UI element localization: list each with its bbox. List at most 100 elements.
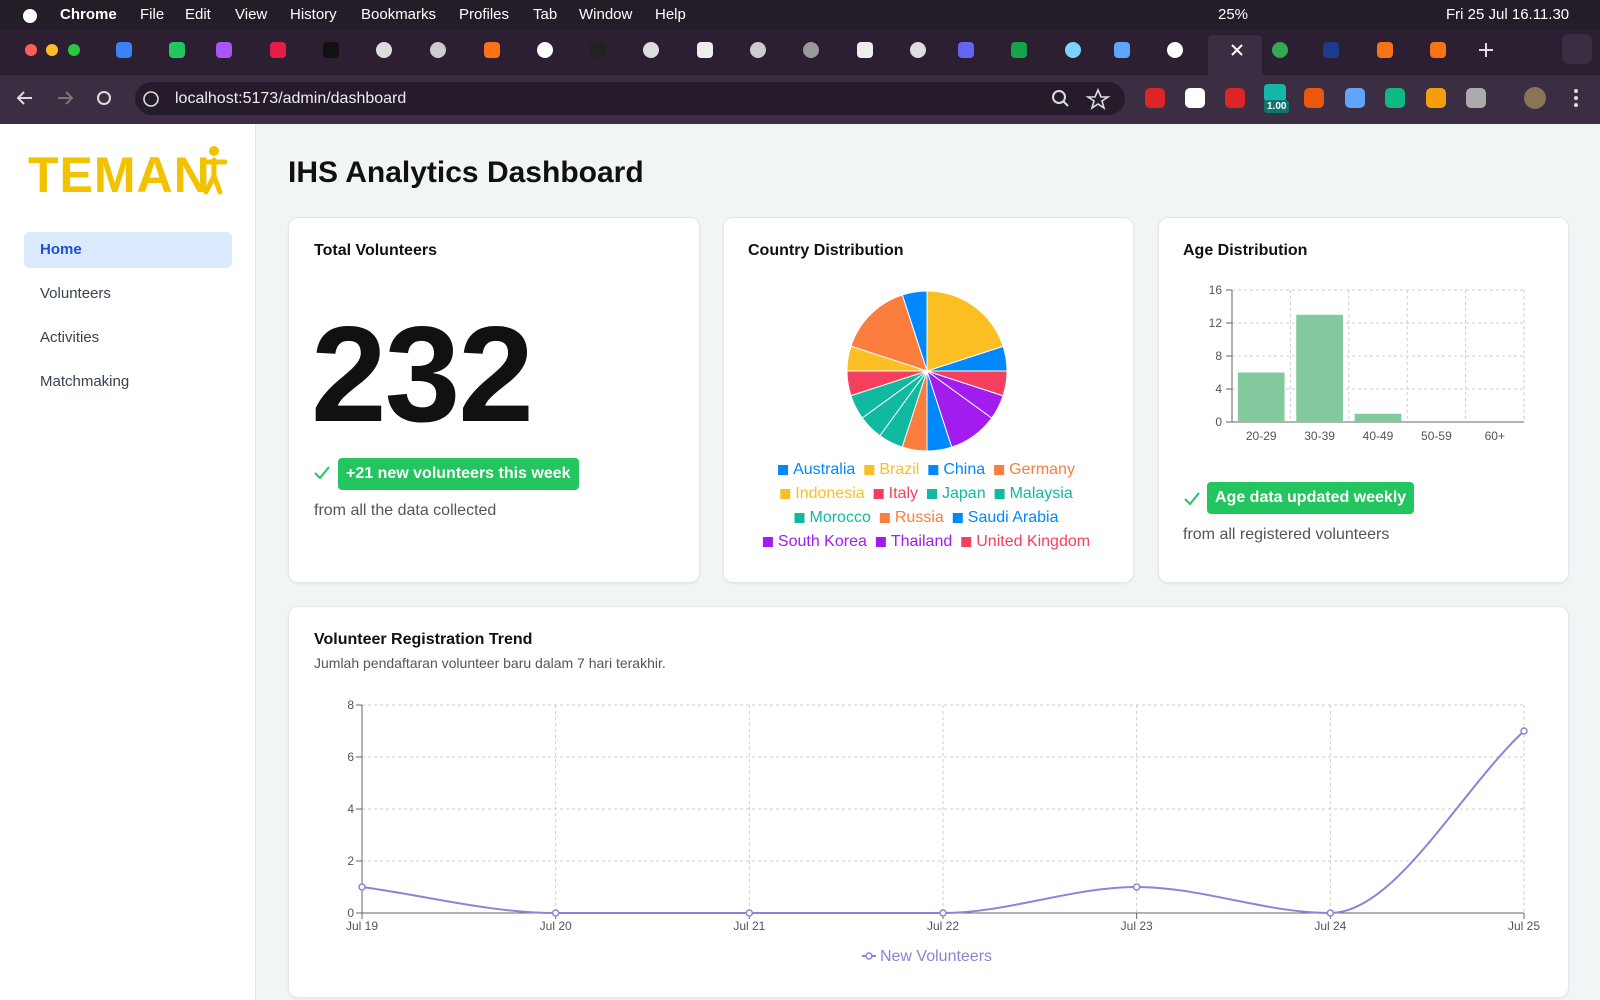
- point: [358, 883, 366, 891]
- y-tick-label: 4: [1215, 382, 1222, 396]
- y-tick-label: 0: [347, 906, 354, 920]
- x-tick-label: Jul 19: [346, 919, 378, 933]
- legend-label: Italy: [889, 485, 918, 502]
- legend-swatch-point: [865, 952, 873, 960]
- pie-slice: [926, 370, 1008, 397]
- toolbar-icons: [16, 84, 1578, 109]
- note: from all registered volunteers: [1183, 526, 1390, 543]
- legend-swatch: [952, 513, 963, 523]
- y-tick-label: 2: [347, 854, 354, 868]
- legend-label: Brazil: [879, 461, 919, 478]
- legend-swatch: [928, 465, 939, 475]
- nav-item[interactable]: Volunteers: [40, 285, 111, 302]
- legend-swatch: [778, 465, 789, 475]
- legend-label: Germany: [1009, 461, 1075, 478]
- card-title: Volunteer Registration Trend: [314, 631, 533, 648]
- x-tick-label: 50-59: [1421, 429, 1452, 443]
- y-tick-label: 12: [1209, 316, 1223, 330]
- tab-strip: [25, 34, 1592, 75]
- menu[interactable]: Profiles: [459, 6, 510, 23]
- card-subtitle: Jumlah pendaftaran volunteer baru dalam …: [314, 655, 666, 671]
- x-tick-label: Jul 23: [1121, 919, 1153, 933]
- battery[interactable]: 25%: [1218, 6, 1249, 23]
- legend-label: New Volunteers: [880, 948, 992, 965]
- x-tick-label: Jul 25: [1508, 919, 1540, 933]
- pie-slice: [926, 290, 1004, 372]
- bar: [1296, 314, 1343, 422]
- card-title: Total Volunteers: [314, 242, 437, 259]
- point: [1520, 727, 1528, 735]
- legend-swatch: [927, 489, 937, 499]
- point: [745, 909, 754, 917]
- x-tick-label: 60+: [1485, 429, 1505, 443]
- legend-swatch: [794, 513, 805, 523]
- tab-bar: [0, 29, 1600, 75]
- total-value: 232: [311, 298, 534, 450]
- bar: [1354, 413, 1402, 422]
- y-tick-label: 4: [347, 802, 354, 816]
- y-tick-label: 8: [1215, 349, 1222, 363]
- menu[interactable]: Edit: [185, 6, 211, 23]
- legend-label: Indonesia: [795, 485, 864, 502]
- legend-swatch: [879, 513, 890, 523]
- y-tick-label: 0: [1215, 415, 1222, 429]
- page-title: IHS Analytics Dashboard: [288, 156, 644, 189]
- legend-swatch: [994, 489, 1005, 499]
- url-actions: [1052, 88, 1111, 110]
- badge: +21 new volunteers this week: [338, 458, 579, 490]
- badge: Age data updated weekly: [1207, 482, 1415, 514]
- card-title: Country Distribution: [748, 242, 904, 259]
- x-tick-label: 30-39: [1304, 429, 1335, 443]
- x-tick-label: Jul 22: [927, 919, 959, 933]
- nav-item[interactable]: Home: [24, 232, 232, 268]
- legend-swatch: [873, 489, 884, 499]
- x-tick-label: Jul 20: [540, 919, 572, 933]
- site-info-icon: [143, 91, 159, 107]
- legend-swatch: [994, 465, 1005, 475]
- legend-swatch: [780, 489, 791, 499]
- menu[interactable]: Window: [579, 6, 633, 23]
- legend-label: Japan: [942, 485, 986, 502]
- legend-label: Russia: [895, 509, 944, 526]
- legend-label: United Kingdom: [976, 533, 1090, 550]
- y-tick-label: 16: [1209, 283, 1223, 297]
- y-tick-label: 6: [347, 750, 354, 764]
- app-name[interactable]: Chrome: [60, 6, 117, 23]
- x-tick-label: Jul 21: [733, 919, 765, 933]
- nav-item[interactable]: Matchmaking: [40, 373, 130, 390]
- legend-swatch: [961, 537, 972, 547]
- legend-label: Morocco: [810, 509, 871, 526]
- url-text[interactable]: localhost:5173/admin/dashboard: [175, 90, 407, 107]
- nav-item[interactable]: Activities: [40, 329, 100, 346]
- menu[interactable]: History: [290, 6, 337, 23]
- check-icon: [1184, 492, 1200, 506]
- menu[interactable]: File: [140, 6, 165, 23]
- clock[interactable]: Fri 25 Jul 16.11.30: [1446, 6, 1570, 23]
- menu[interactable]: Help: [655, 6, 686, 23]
- point: [1132, 883, 1141, 891]
- trend-card: Volunteer Registration Trend Jumlah pend…: [288, 606, 1569, 998]
- legend-swatch: [864, 465, 875, 475]
- sidebar: TEMAN Home Volunteers Activities Matchma…: [0, 124, 256, 1000]
- menu-bar: Chrome File Edit View History Bookmarks …: [0, 0, 1600, 29]
- age-card: Age Distribution Age data updated weekly…: [1158, 217, 1569, 583]
- menu[interactable]: Bookmarks: [361, 6, 437, 23]
- y-tick-label: 8: [347, 698, 354, 712]
- legend-swatch: [762, 537, 773, 547]
- apple-icon: [23, 9, 37, 23]
- legend-label: Saudi Arabia: [968, 509, 1059, 526]
- x-tick-label: Jul 24: [1314, 919, 1346, 933]
- menu[interactable]: View: [235, 6, 268, 23]
- url-field[interactable]: localhost:5173/admin/dashboard: [135, 82, 1125, 115]
- check-icon: [314, 466, 330, 480]
- legend-label: Australia: [793, 461, 855, 478]
- legend-label: Malaysia: [1010, 485, 1073, 502]
- bar: [1237, 372, 1285, 422]
- logo[interactable]: TEMAN: [28, 147, 211, 203]
- x-tick-label: 20-29: [1246, 429, 1277, 443]
- menu[interactable]: Tab: [533, 6, 558, 23]
- point: [939, 909, 947, 917]
- legend-label: South Korea: [778, 533, 867, 550]
